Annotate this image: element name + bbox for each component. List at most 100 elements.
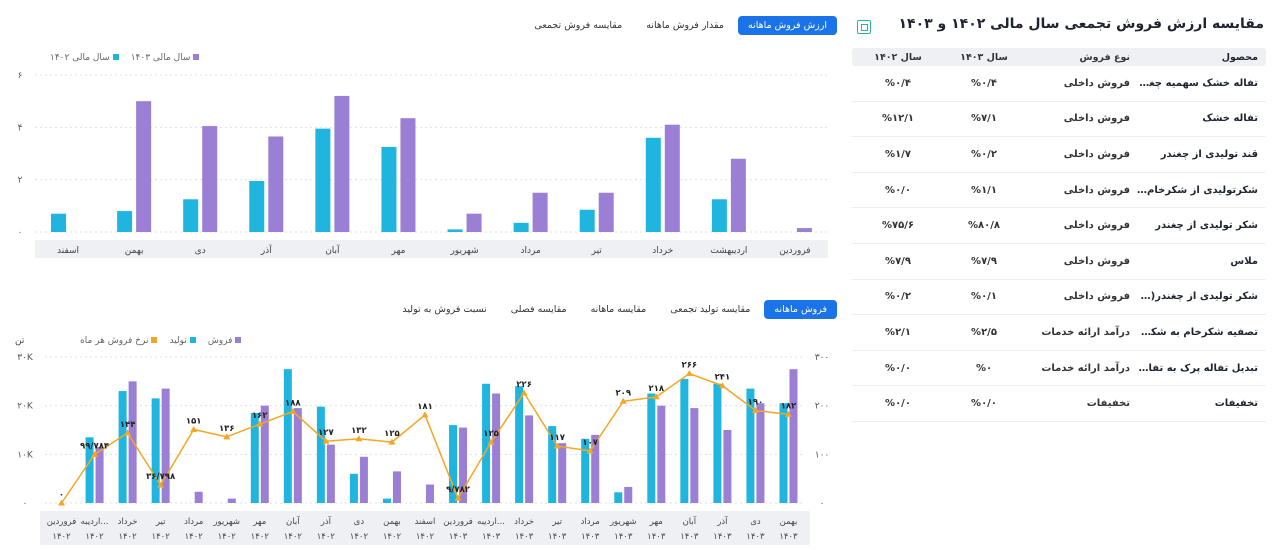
bar-1402[interactable] — [645, 137, 661, 232]
chart2-tab-3[interactable]: مقایسه فصلی — [510, 304, 567, 315]
bar-production[interactable] — [680, 378, 689, 503]
bar-sales[interactable] — [492, 393, 501, 504]
bar-1403[interactable] — [334, 95, 350, 232]
bar-sales[interactable] — [690, 408, 699, 503]
bar-production[interactable] — [482, 383, 491, 503]
rate-point[interactable] — [586, 447, 594, 454]
col-1402[interactable]: سال ۱۴۰۲ — [874, 51, 922, 63]
rate-point[interactable] — [190, 426, 198, 433]
bar-production[interactable] — [382, 498, 391, 503]
rate-point[interactable] — [289, 408, 297, 415]
rate-point[interactable] — [256, 420, 264, 427]
bar-1403[interactable] — [136, 101, 152, 232]
chart1-tab-2[interactable]: مقایسه فروش تجمعی — [534, 20, 623, 31]
col-sale-type[interactable]: نوع فروش — [1079, 51, 1130, 63]
bar-production[interactable] — [283, 369, 292, 503]
bar-1402[interactable] — [315, 128, 331, 232]
table-row[interactable]: شکر تولیدی از چغندر(سهمیه چغند... فروش دا… — [852, 280, 1266, 316]
bar-production[interactable] — [250, 412, 259, 503]
bar-production[interactable] — [779, 403, 788, 503]
bar-1402[interactable] — [51, 213, 67, 232]
rate-point[interactable] — [685, 370, 693, 377]
bar-1403[interactable] — [796, 228, 812, 232]
legend-item-1403[interactable]: سال مالی ۱۴۰۳ — [131, 53, 200, 63]
bar-sales[interactable] — [624, 486, 633, 503]
table-row[interactable]: تصفیه شکرخام به شکر سفید (کار... درآمد ار… — [852, 315, 1266, 351]
chart2-tab-2[interactable]: مقایسه ماهانه — [590, 304, 647, 315]
table-row[interactable]: ملاس فروش داخلی %۷/۹ %۷/۹ — [852, 244, 1266, 280]
table-row[interactable]: قند تولیدی از چغندر فروش داخلی %۰/۲ %۱/۷ — [852, 137, 1266, 173]
chart2-tab-1[interactable]: مقایسه تولید تجمعی — [670, 304, 751, 315]
rate-point[interactable] — [619, 397, 627, 404]
rate-point[interactable] — [157, 481, 165, 488]
bar-1403[interactable] — [664, 124, 680, 232]
bar-1402[interactable] — [513, 222, 529, 232]
bar-production[interactable] — [349, 473, 358, 503]
bar-1403[interactable] — [532, 192, 548, 232]
chart2-tab-4[interactable]: نسبت فروش به تولید — [402, 304, 487, 315]
rate-point[interactable] — [58, 499, 66, 506]
table-row[interactable]: تبدیل تفاله پرک به تفاله خشک درآمد ارائه … — [852, 351, 1266, 387]
bar-production[interactable] — [581, 438, 590, 503]
rate-point[interactable] — [751, 407, 759, 414]
bar-sales[interactable] — [558, 443, 567, 503]
bar-sales[interactable] — [293, 408, 302, 503]
bar-1402[interactable] — [447, 229, 463, 232]
bar-1402[interactable] — [381, 146, 397, 232]
bar-production[interactable] — [449, 425, 458, 503]
rate-point[interactable] — [388, 438, 396, 445]
bar-production[interactable] — [85, 437, 94, 503]
bar-sales[interactable] — [426, 484, 434, 503]
bar-production[interactable] — [746, 388, 755, 503]
bar-production[interactable] — [118, 391, 127, 503]
bar-sales[interactable] — [359, 456, 368, 503]
rate-point[interactable] — [421, 411, 429, 418]
rate-point[interactable] — [718, 382, 726, 389]
rate-point[interactable] — [652, 393, 660, 400]
rate-point[interactable] — [223, 433, 231, 440]
chart2-tab-0[interactable]: فروش ماهانه — [764, 300, 837, 319]
bar-sales[interactable] — [789, 369, 798, 503]
bar-production[interactable] — [614, 492, 623, 503]
bar-sales[interactable] — [161, 388, 170, 503]
bar-sales[interactable] — [591, 434, 600, 503]
col-1403[interactable]: سال ۱۴۰۳ — [960, 51, 1008, 63]
bar-sales[interactable] — [657, 405, 666, 503]
rate-point[interactable] — [553, 442, 561, 449]
bar-production[interactable] — [515, 386, 524, 503]
bar-1403[interactable] — [202, 126, 218, 232]
bar-1402[interactable] — [183, 199, 199, 232]
rate-point[interactable] — [454, 494, 462, 501]
rate-point[interactable] — [487, 438, 495, 445]
table-row[interactable]: تفاله خشک سهمیه چغندرکاران فروش داخلی %۰/۴… — [852, 66, 1266, 102]
legend-item-1402[interactable]: سال مالی ۱۴۰۲ — [50, 53, 119, 63]
bar-sales[interactable] — [459, 427, 468, 503]
rate-point[interactable] — [520, 389, 528, 396]
bar-production[interactable] — [713, 383, 722, 503]
chart1-tab-0[interactable]: ارزش فروش ماهانه — [737, 16, 837, 35]
bar-sales[interactable] — [227, 498, 236, 503]
bar-1403[interactable] — [730, 158, 746, 232]
bar-production[interactable] — [151, 398, 160, 503]
chart1-tab-1[interactable]: مقدار فروش ماهانه — [646, 20, 724, 31]
legend-item-sales[interactable]: فروش — [208, 336, 242, 346]
bar-1403[interactable] — [466, 213, 482, 232]
rate-point[interactable] — [355, 435, 363, 442]
bar-sales[interactable] — [525, 415, 534, 503]
table-row[interactable]: شکر تولیدی از چغندر فروش داخلی %۸۰/۸ %۷۵/۶ — [852, 208, 1266, 244]
bar-1403[interactable] — [598, 192, 614, 232]
rate-point[interactable] — [322, 437, 330, 444]
bar-production[interactable] — [548, 426, 557, 503]
table-row[interactable]: شکرتولیدی از شکرخام خریداری فروش داخلی %۱/… — [852, 173, 1266, 209]
table-row[interactable]: تخفیفات تخفیفات %۰/۰ %۰/۰ — [852, 386, 1266, 422]
export-icon[interactable] — [857, 20, 871, 34]
rate-point[interactable] — [91, 450, 99, 457]
bar-production[interactable] — [316, 406, 325, 503]
bar-sales[interactable] — [95, 447, 104, 503]
bar-sales[interactable] — [260, 405, 269, 503]
bar-sales[interactable] — [392, 471, 401, 503]
rate-point[interactable] — [784, 410, 792, 417]
bar-1402[interactable] — [249, 180, 265, 232]
bar-sales[interactable] — [756, 403, 765, 503]
bar-1402[interactable] — [579, 209, 595, 232]
